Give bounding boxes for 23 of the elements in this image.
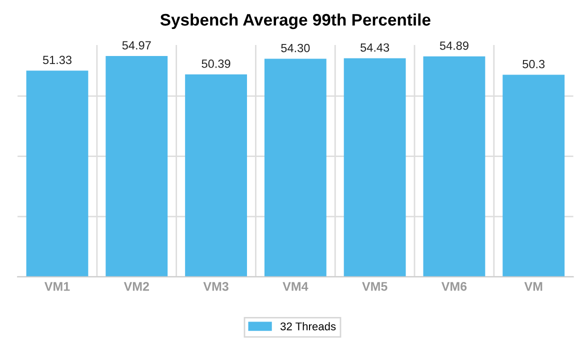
bar xyxy=(423,56,486,277)
x-tick-label: VM1 xyxy=(44,282,70,291)
x-tick-label: VM5 xyxy=(362,282,388,291)
data-label: 50.39 xyxy=(202,60,230,68)
bar xyxy=(185,74,247,277)
legend-label: 32 Threads xyxy=(280,322,336,330)
x-tick-label: VM3 xyxy=(203,282,228,291)
data-label: 54.43 xyxy=(360,43,390,52)
bar xyxy=(264,58,326,277)
x-tick-label: VM4 xyxy=(282,282,308,291)
x-tick-label: VM2 xyxy=(124,282,149,291)
bar xyxy=(344,58,406,277)
bar xyxy=(26,70,88,277)
data-label: 54.30 xyxy=(281,44,310,52)
data-label: 54.97 xyxy=(122,41,151,50)
bar xyxy=(106,56,168,277)
bar xyxy=(502,74,565,277)
x-tick-label: VM xyxy=(524,282,542,291)
data-label: 50.3 xyxy=(522,60,545,68)
data-label: 51.33 xyxy=(42,56,72,64)
x-tick-label: VM6 xyxy=(441,282,467,291)
data-label: 54.89 xyxy=(440,41,468,50)
chart-title: Sysbench Average 99th Percentile xyxy=(160,13,430,30)
